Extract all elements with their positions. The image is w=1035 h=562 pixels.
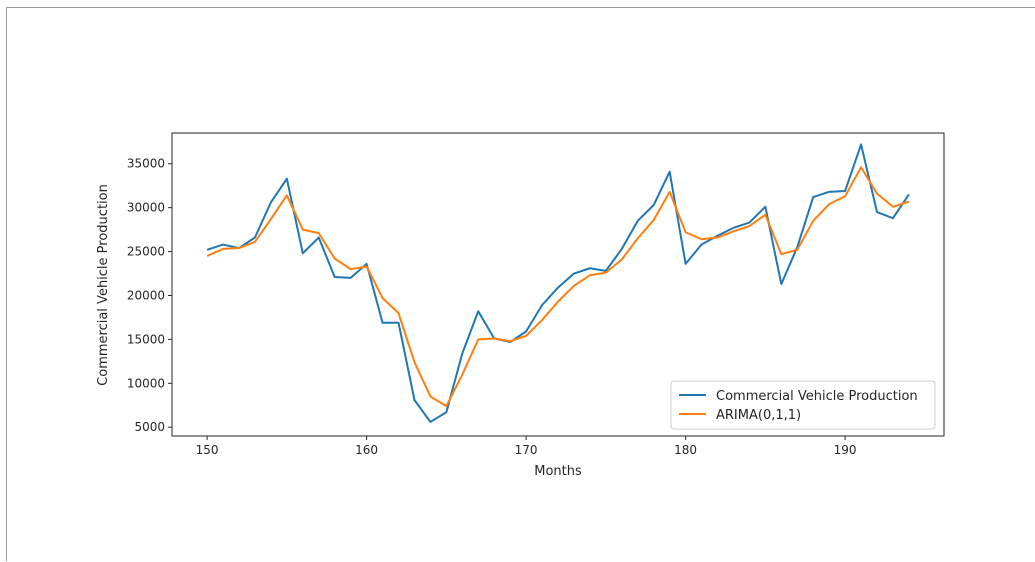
- legend: Commercial Vehicle Production ARIMA(0,1,…: [670, 380, 936, 430]
- notebook-output-frame: 150 160 170 180 190 5000 10000 15000 20000 25000…: [6, 7, 1035, 561]
- y-tick-label: 5000: [134, 420, 165, 434]
- x-tick-label: 150: [196, 443, 219, 457]
- y-tick-label: 10000: [127, 376, 165, 390]
- legend-box: [670, 380, 936, 430]
- legend-label-series-1: Commercial Vehicle Production: [716, 389, 918, 404]
- x-tick-label: 160: [355, 443, 378, 457]
- y-tick-label: 20000: [127, 288, 165, 302]
- line-chart: 150 160 170 180 190 5000 10000 15000 20000 25000…: [96, 132, 945, 479]
- x-tick-label: 180: [674, 443, 697, 457]
- y-tick-label: 35000: [127, 157, 165, 171]
- y-tick-label: 30000: [127, 201, 165, 215]
- series-line-1: [206, 143, 910, 423]
- y-axis-label: Commercial Vehicle Production: [96, 184, 111, 386]
- legend-label-series-2: ARIMA(0,1,1): [716, 408, 801, 423]
- x-tick-label: 170: [515, 443, 538, 457]
- plot-area-border: [171, 132, 945, 437]
- x-axis-label: Months: [534, 464, 582, 479]
- y-tick-label: 15000: [127, 332, 165, 346]
- x-tick-label: 190: [834, 443, 857, 457]
- y-tick-label: 25000: [127, 245, 165, 259]
- series-line-2: [206, 166, 910, 408]
